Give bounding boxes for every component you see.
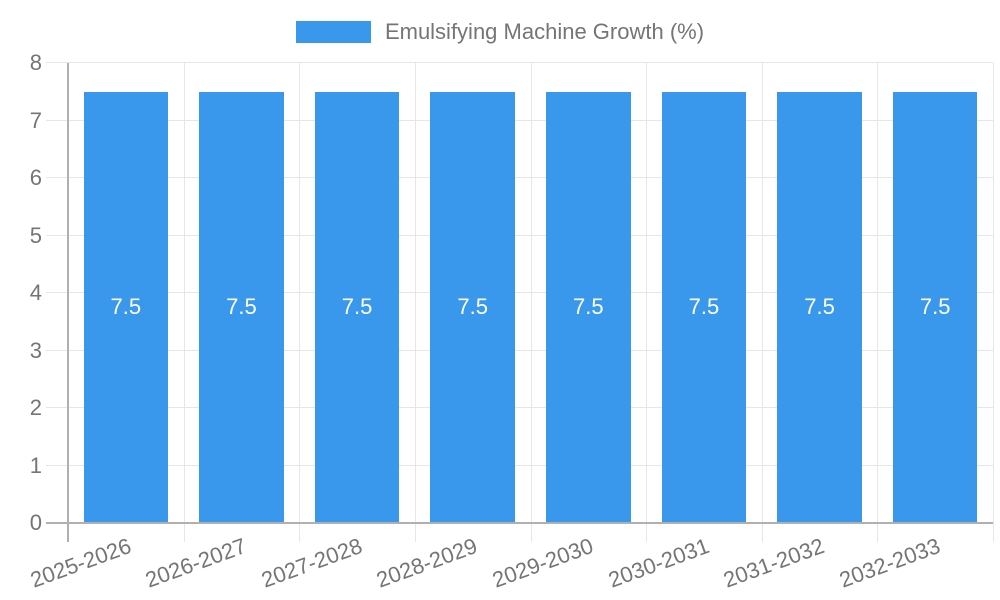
- legend-swatch: [295, 21, 371, 43]
- y-axis-tick-label: 7: [29, 107, 42, 133]
- bar-slot: 7.5: [646, 63, 762, 523]
- h-gridline: [46, 464, 993, 466]
- y-axis-tick-label: 2: [29, 395, 42, 420]
- bar-slot: 7.5: [299, 63, 415, 523]
- bar-value-label: 7.5: [457, 294, 488, 320]
- v-gridline: [299, 63, 301, 542]
- legend-item[interactable]: Emulsifying Machine Growth (%): [0, 21, 1000, 43]
- bar[interactable]: 7.5: [199, 91, 284, 523]
- x-axis-tick-label: 2029-2030: [489, 533, 597, 593]
- v-gridline: [414, 63, 416, 542]
- y-axis-tick-label: 6: [29, 165, 42, 190]
- x-axis-tick-label: 2026-2027: [142, 533, 250, 593]
- y-axis-tick-label: 3: [29, 337, 42, 363]
- y-axis-tick-label: 0: [29, 510, 42, 535]
- bar[interactable]: 7.5: [430, 91, 515, 523]
- y-axis-line: [67, 63, 69, 542]
- bar-value-label: 7.5: [919, 294, 951, 320]
- bar-value-label: 7.5: [341, 294, 373, 320]
- bar-slot: 7.5: [762, 63, 878, 523]
- bar-series: 7.5 7.5 7.5 7.5 7.5 7.5 7.5 7.5: [68, 63, 993, 523]
- x-axis-tick-label: 2028-2029: [373, 533, 481, 593]
- bar[interactable]: 7.5: [546, 91, 631, 523]
- bar[interactable]: 7.5: [892, 91, 978, 523]
- bar[interactable]: 7.5: [777, 91, 862, 523]
- x-axis-tick-label: 2030-2031: [604, 533, 713, 593]
- h-gridline: [46, 292, 993, 293]
- v-gridline: [646, 63, 648, 542]
- bar[interactable]: 7.5: [83, 91, 169, 523]
- h-gridline: [46, 119, 993, 121]
- y-axis-tick-label: 5: [29, 222, 42, 248]
- bar-value-label: 7.5: [804, 294, 835, 320]
- legend-label: Emulsifying Machine Growth (%): [384, 19, 705, 44]
- v-gridline: [183, 63, 185, 542]
- chart-plot-area: 7.5 7.5 7.5 7.5 7.5 7.5 7.5 7.5 0 1 2 3 4 5 6 7 8 2025-…: [27, 52, 994, 593]
- h-gridline: [46, 349, 993, 351]
- bar-value-label: 7.5: [110, 294, 142, 320]
- x-axis-tick-label: 2025-2026: [26, 533, 135, 593]
- v-gridline: [530, 63, 532, 542]
- v-gridline: [877, 63, 879, 542]
- h-gridline: [46, 234, 993, 236]
- v-gridline: [993, 63, 994, 542]
- y-axis-tick-label: 4: [29, 280, 42, 305]
- h-gridline: [46, 62, 993, 63]
- x-axis-line: [46, 522, 993, 524]
- bar[interactable]: 7.5: [661, 91, 747, 523]
- bar-value-label: 7.5: [688, 294, 720, 320]
- x-axis-tick-label: 2031-2032: [720, 533, 828, 593]
- v-gridline: [761, 63, 763, 542]
- bar[interactable]: 7.5: [314, 91, 400, 523]
- h-gridline: [46, 407, 993, 408]
- x-axis-tick-label: 2027-2028: [257, 533, 366, 593]
- bar-value-label: 7.5: [226, 294, 257, 320]
- bar-slot: 7.5: [415, 63, 531, 523]
- h-gridline: [46, 177, 993, 178]
- y-axis-tick-label: 8: [29, 50, 42, 75]
- bar-value-label: 7.5: [573, 294, 604, 320]
- x-axis-tick-label: 2032-2033: [835, 533, 944, 593]
- y-axis-tick-label: 1: [29, 452, 42, 478]
- bar-slot: 7.5: [531, 63, 647, 523]
- x-axis-tick-labels: 2025-2026 2026-2027 2027-2028 2028-2029 2029…: [27, 523, 993, 600]
- bar-slot: 7.5: [184, 63, 300, 523]
- bar-slot: 7.5: [68, 63, 184, 523]
- bar-slot: 7.5: [877, 63, 993, 523]
